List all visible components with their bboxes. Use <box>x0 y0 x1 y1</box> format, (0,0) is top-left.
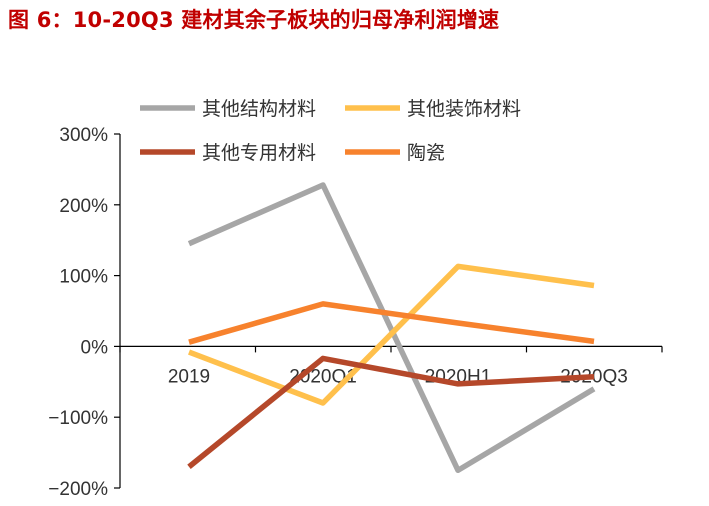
legend-label: 陶瓷 <box>407 142 445 164</box>
x-tick-label: 2019 <box>168 366 210 387</box>
chart-title: 图 6：10-20Q3 建材其余子板块的归母净利润增速 <box>8 8 500 32</box>
y-tick-label: −100% <box>48 408 108 429</box>
y-tick-label: 100% <box>59 267 108 288</box>
axes: 300%200%100%0%−100%−200%2019 2020Q1 2020H1… <box>48 125 663 500</box>
series-line-4 <box>188 301 595 345</box>
legend-label: 其他专用材料 <box>202 142 316 164</box>
series-line-3 <box>187 355 595 469</box>
series-line-2 <box>188 263 595 406</box>
y-tick-label: 300% <box>59 125 108 146</box>
legend-label: 其他结构材料 <box>202 98 316 120</box>
legend-label: 其他装饰材料 <box>407 98 521 120</box>
y-tick-label: 200% <box>59 196 108 217</box>
series-lines <box>187 182 596 474</box>
y-tick-label: 0% <box>81 337 109 358</box>
series-line-1 <box>187 182 596 474</box>
y-tick-label: −200% <box>48 479 108 500</box>
